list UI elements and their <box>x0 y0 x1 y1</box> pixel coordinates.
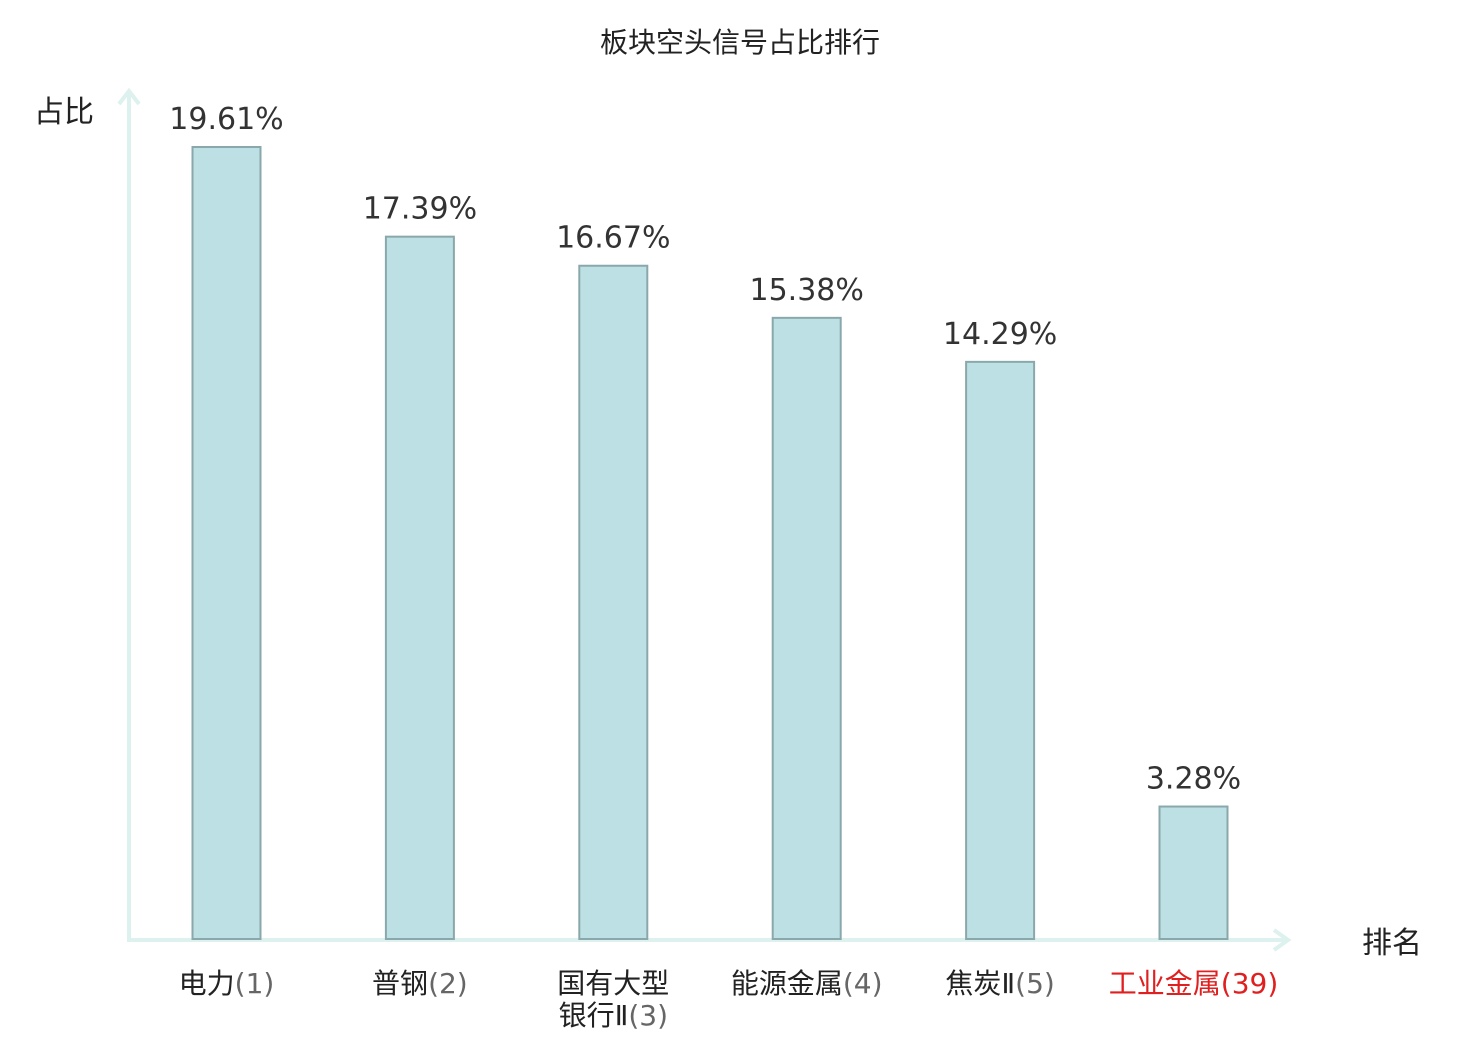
value-label-3: 16.67% <box>556 221 670 256</box>
value-label-1: 19.61% <box>169 102 283 137</box>
x-axis-title: 排名 <box>1362 926 1422 961</box>
value-label-2: 17.39% <box>363 192 477 227</box>
bar-2 <box>384 235 455 940</box>
bar-1 <box>191 146 262 940</box>
category-label-2: 普钢(2) <box>372 967 468 1000</box>
category-labels-group: 电力(1) 普钢(2) 国有大型银行Ⅱ(3) 能源金属(4) 焦炭Ⅱ(5) 工业金属(39… <box>179 967 1279 1032</box>
category-label-3: 国有大型银行Ⅱ(3) <box>557 967 669 1032</box>
value-label-4: 15.38% <box>750 273 864 308</box>
axes <box>117 87 1292 952</box>
bar-3 <box>578 264 649 940</box>
y-axis-title: 占比 <box>34 95 94 130</box>
y-axis-arrowhead <box>117 87 141 106</box>
chart-title: 板块空头信号占比排行 <box>600 26 880 59</box>
x-axis-arrowhead <box>1272 928 1292 952</box>
category-label-5: 焦炭Ⅱ(5) <box>945 967 1054 1000</box>
bar-4 <box>771 316 842 940</box>
value-label-5: 14.29% <box>943 317 1057 352</box>
category-label-6: 工业金属(39) <box>1109 967 1279 1000</box>
category-label-4: 能源金属(4) <box>731 967 883 1000</box>
value-label-6: 3.28% <box>1146 762 1241 797</box>
bars-group <box>191 146 1229 940</box>
category-label-1: 电力(1) <box>179 967 275 1000</box>
value-labels-group: 19.61% 17.39% 16.67% 15.38% 14.29% 3.28% <box>169 102 1241 797</box>
bar-6 <box>1158 805 1229 940</box>
bar-5 <box>965 360 1036 940</box>
